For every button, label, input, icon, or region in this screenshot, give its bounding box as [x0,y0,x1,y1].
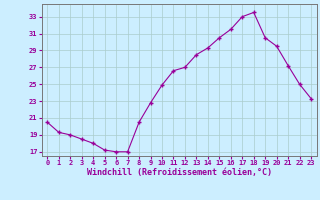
X-axis label: Windchill (Refroidissement éolien,°C): Windchill (Refroidissement éolien,°C) [87,168,272,177]
